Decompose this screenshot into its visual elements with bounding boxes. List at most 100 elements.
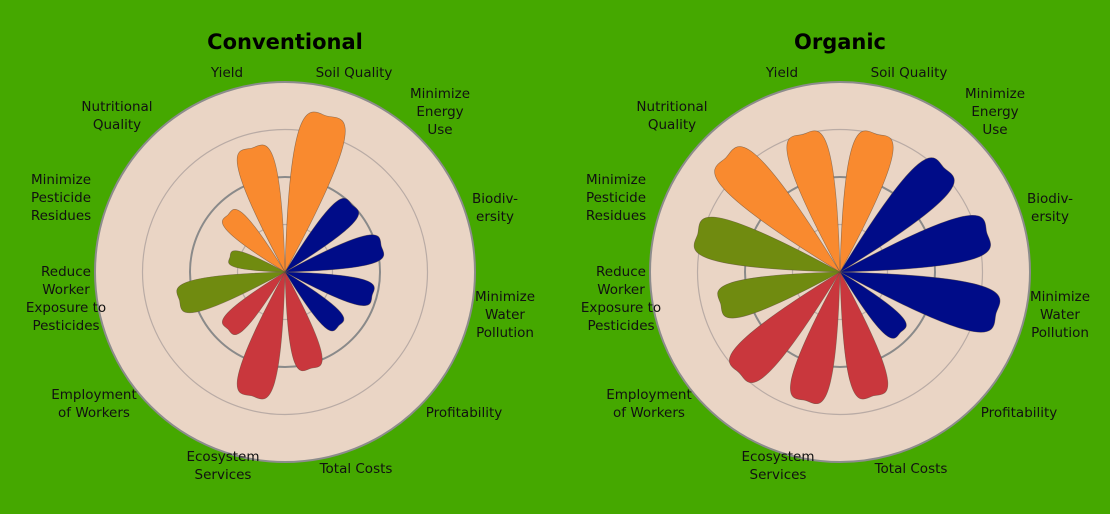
category-label-line: Pollution bbox=[476, 325, 534, 341]
category-label-line: Yield bbox=[210, 65, 243, 81]
chart-title: Organic bbox=[794, 30, 886, 54]
chart-title: Conventional bbox=[207, 30, 363, 54]
grid-ring-1 bbox=[744, 176, 936, 368]
petal-minimize-energy-use bbox=[839, 214, 991, 273]
petal-biodiversity bbox=[839, 271, 1001, 333]
chart-organic: Organic Yield Soil Quality Minimize Energy Us… bbox=[581, 30, 1090, 483]
petal-ecosystem-services bbox=[729, 271, 841, 383]
grid-ring-2 bbox=[696, 128, 984, 416]
category-label-line: Minimize bbox=[965, 86, 1025, 102]
petal-profitability bbox=[839, 271, 889, 400]
category-label-line: Employment bbox=[606, 387, 692, 403]
category-label-line: Energy bbox=[971, 104, 1018, 120]
category-label-line: Pesticide bbox=[586, 190, 646, 206]
category-label-line: Minimize bbox=[1030, 289, 1090, 305]
petal-reduce-worker-exposure-to-pesticides bbox=[228, 250, 286, 273]
category-label-line: Ecosystem bbox=[741, 449, 814, 465]
category-label-ecosystem-services: Ecosystem Services bbox=[741, 449, 814, 483]
grid-ring-0 bbox=[236, 223, 334, 321]
category-label-line: Minimize bbox=[475, 289, 535, 305]
category-label-nutritional-quality: Nutritional Quality bbox=[81, 99, 152, 133]
category-label-yield: Yield bbox=[210, 65, 243, 81]
petal-nutritional-quality bbox=[236, 144, 286, 273]
category-label-soil-quality: Soil Quality bbox=[316, 65, 393, 81]
petal-total-costs bbox=[236, 271, 286, 400]
category-label-profitability: Profitability bbox=[426, 405, 503, 421]
petal-employment-of-workers bbox=[176, 271, 286, 314]
category-label-line: Soil Quality bbox=[871, 65, 948, 81]
category-label-biodiversity: Biodiv-ersity bbox=[1027, 191, 1073, 225]
category-label-employment-of-workers: Employment of Workers bbox=[51, 387, 137, 421]
category-label-line: of Workers bbox=[58, 405, 130, 421]
category-label-profitability: Profitability bbox=[981, 405, 1058, 421]
petal-nutritional-quality bbox=[786, 130, 841, 273]
category-label-line: Profitability bbox=[981, 405, 1058, 421]
petal-minimize-water-pollution bbox=[284, 271, 345, 332]
category-label-line: Biodiv- bbox=[472, 191, 518, 207]
category-label-line: Worker bbox=[597, 282, 645, 298]
grid-ring-2 bbox=[141, 128, 429, 416]
category-label-line: Employment bbox=[51, 387, 137, 403]
category-label-minimize-water-pollution: Minimize Water Pollution bbox=[475, 289, 535, 341]
category-label-minimize-pesticide-residues: Minimize Pesticide Residues bbox=[31, 172, 91, 224]
category-label-minimize-pesticide-residues: Minimize Pesticide Residues bbox=[586, 172, 646, 224]
category-label-ecosystem-services: Ecosystem Services bbox=[186, 449, 259, 483]
category-label-line: Services bbox=[750, 467, 807, 483]
petal-biodiversity bbox=[284, 271, 375, 306]
category-label-line: Total Costs bbox=[874, 461, 948, 477]
category-label-line: Services bbox=[195, 467, 252, 483]
category-label-line: Energy bbox=[416, 104, 463, 120]
category-label-line: ersity bbox=[1031, 209, 1069, 225]
category-label-line: Worker bbox=[42, 282, 90, 298]
category-label-total-costs: Total Costs bbox=[874, 461, 948, 477]
category-label-line: Soil Quality bbox=[316, 65, 393, 81]
category-label-line: Nutritional bbox=[636, 99, 707, 115]
category-label-line: Water bbox=[1040, 307, 1080, 323]
category-label-nutritional-quality: Nutritional Quality bbox=[636, 99, 707, 133]
category-label-line: Pollution bbox=[1031, 325, 1089, 341]
category-label-line: Minimize bbox=[410, 86, 470, 102]
category-label-line: Ecosystem bbox=[186, 449, 259, 465]
category-label-line: Use bbox=[427, 122, 452, 138]
category-label-reduce-worker-exposure-to-pesticides: Reduce Worker Exposure to Pesticides bbox=[26, 264, 106, 334]
category-label-line: of Workers bbox=[613, 405, 685, 421]
petal-minimize-water-pollution bbox=[839, 271, 907, 339]
grid-ring-1 bbox=[189, 176, 381, 368]
petal-yield bbox=[284, 111, 346, 273]
category-label-line: Pesticides bbox=[587, 318, 654, 334]
category-label-line: Minimize bbox=[586, 172, 646, 188]
petal-yield bbox=[839, 130, 894, 273]
category-label-line: Total Costs bbox=[319, 461, 393, 477]
category-label-line: Residues bbox=[31, 208, 91, 224]
category-label-reduce-worker-exposure-to-pesticides: Reduce Worker Exposure to Pesticides bbox=[581, 264, 661, 334]
category-label-minimize-energy-use: Minimize Energy Use bbox=[410, 86, 470, 138]
category-label-line: Biodiv- bbox=[1027, 191, 1073, 207]
category-label-line: Nutritional bbox=[81, 99, 152, 115]
petal-profitability bbox=[284, 271, 323, 372]
category-label-biodiversity: Biodiv-ersity bbox=[472, 191, 518, 225]
chart-conventional: Conventional Yield Soil Quality Minimize Ene… bbox=[26, 30, 535, 483]
petal-employment-of-workers bbox=[717, 271, 841, 319]
petal-soil-quality bbox=[284, 198, 359, 273]
petal-ecosystem-services bbox=[222, 271, 286, 335]
category-label-line: Yield bbox=[765, 65, 798, 81]
petal-soil-quality bbox=[839, 157, 955, 273]
category-label-minimize-energy-use: Minimize Energy Use bbox=[965, 86, 1025, 138]
category-label-line: Reduce bbox=[41, 264, 91, 280]
petal-total-costs bbox=[790, 271, 841, 405]
category-label-line: Water bbox=[485, 307, 525, 323]
category-label-line: Pesticide bbox=[31, 190, 91, 206]
category-label-line: Exposure to bbox=[581, 300, 661, 316]
petal-reduce-worker-exposure-to-pesticides bbox=[693, 216, 841, 273]
grid-ring-0 bbox=[791, 223, 889, 321]
petal-minimize-pesticide-residues bbox=[222, 209, 286, 273]
category-label-minimize-water-pollution: Minimize Water Pollution bbox=[1030, 289, 1090, 341]
category-label-employment-of-workers: Employment of Workers bbox=[606, 387, 692, 421]
category-label-line: Pesticides bbox=[32, 318, 99, 334]
petal-minimize-pesticide-residues bbox=[714, 146, 841, 273]
category-label-line: Minimize bbox=[31, 172, 91, 188]
category-label-line: Use bbox=[982, 122, 1007, 138]
category-label-line: Quality bbox=[648, 117, 696, 133]
category-label-line: Residues bbox=[586, 208, 646, 224]
